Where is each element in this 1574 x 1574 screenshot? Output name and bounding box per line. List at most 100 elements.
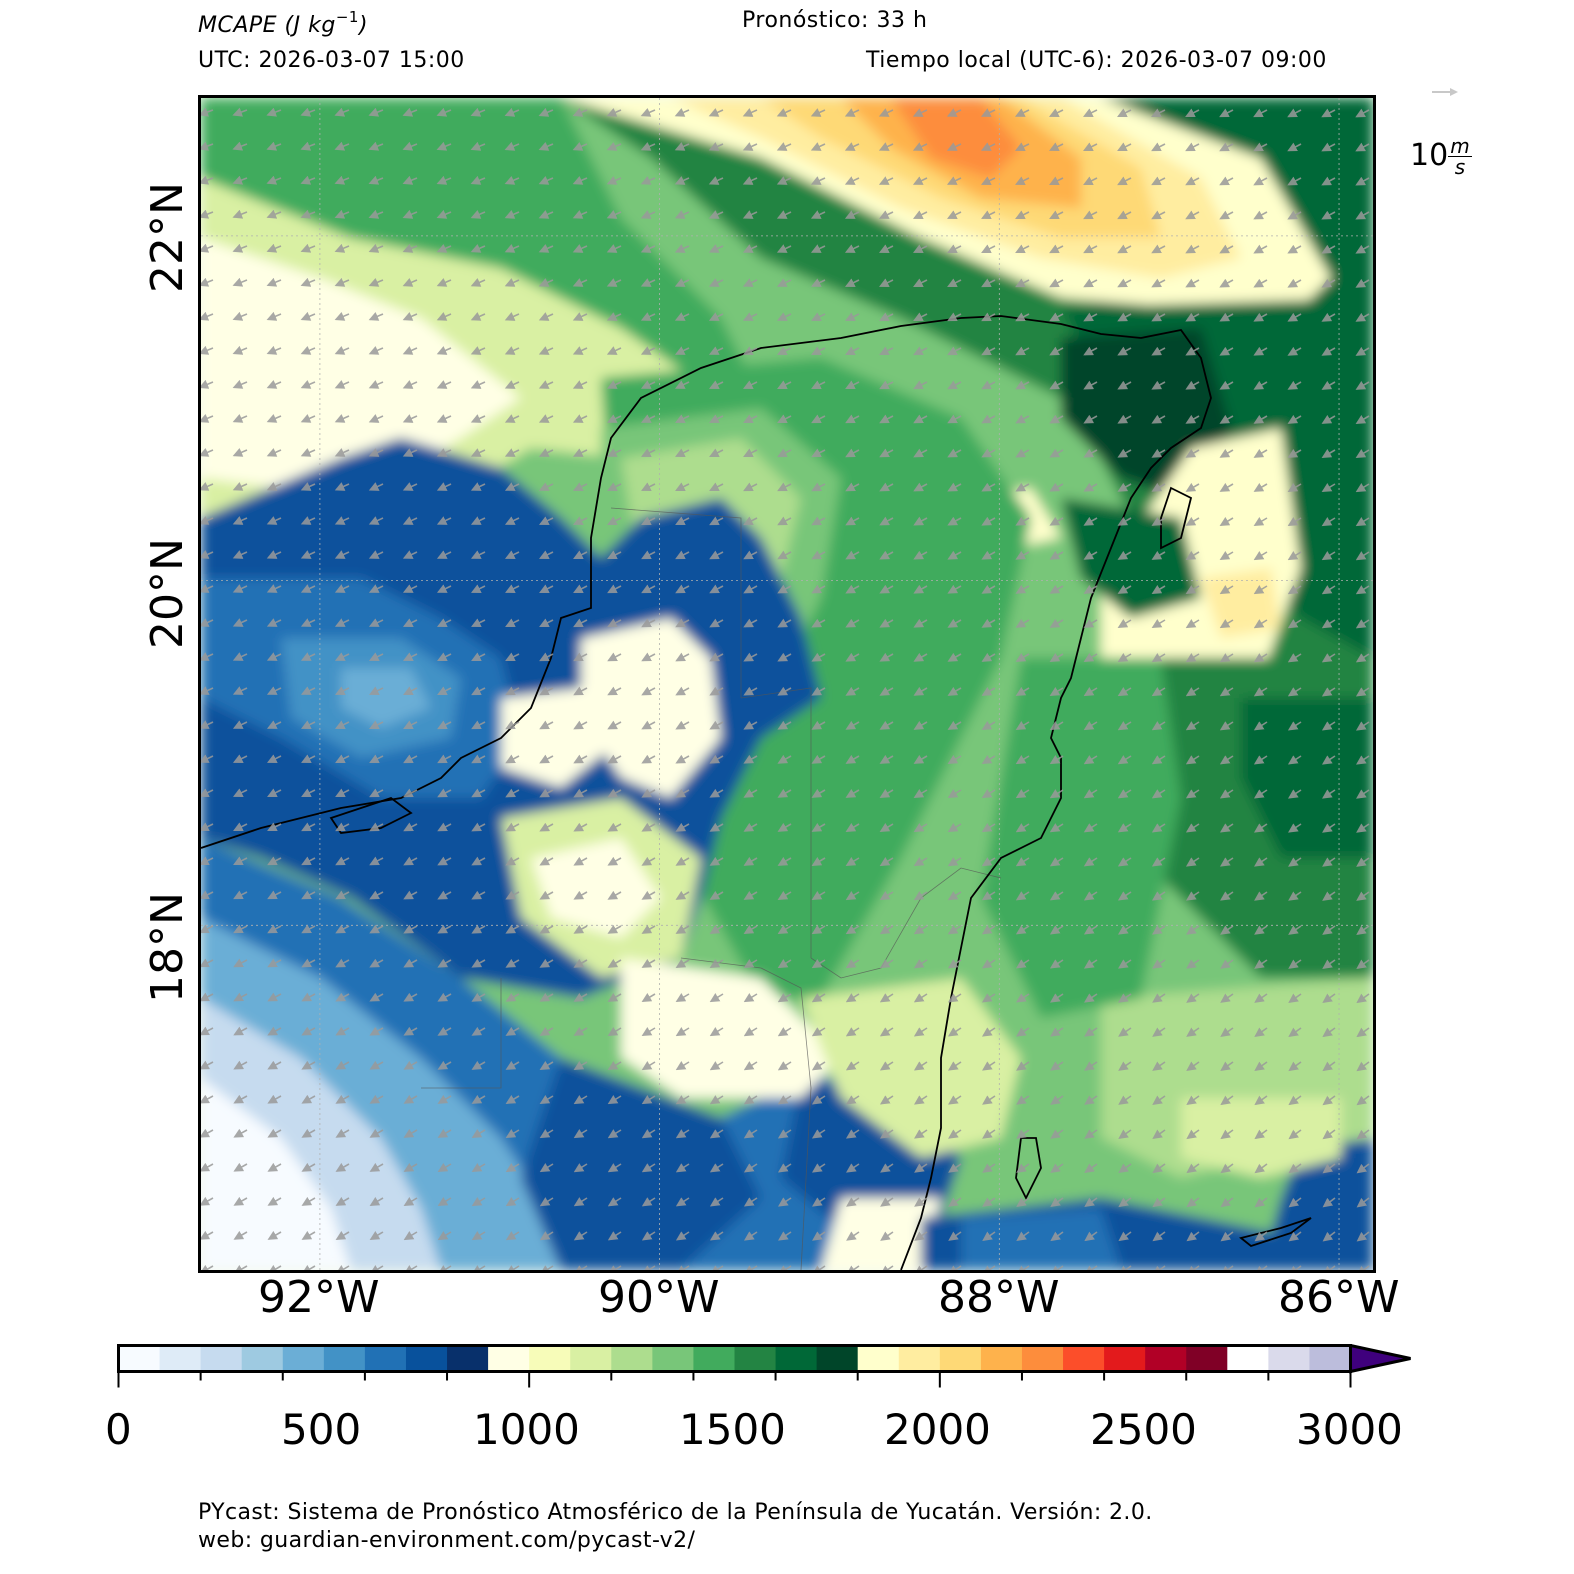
wind-arrow (1117, 380, 1132, 390)
wind-arrow (742, 346, 758, 355)
lon-label-88w: 88°W (938, 1272, 1060, 1323)
wind-arrow (1185, 346, 1200, 356)
wind-arrow (1117, 925, 1132, 935)
colorbar-tick-1000: 1000 (473, 1405, 580, 1454)
wind-arrow (981, 584, 996, 594)
wind-arrow (232, 243, 248, 253)
wind-arrow (1219, 346, 1234, 356)
wind-arrow (981, 380, 996, 390)
wind-arrow (709, 958, 724, 969)
wind-arrow (1253, 346, 1268, 356)
wind-arrow (641, 1061, 656, 1071)
wind-arrow (879, 959, 894, 969)
wind-arrow (539, 788, 554, 798)
wind-arrow (201, 652, 214, 661)
wind-arrow (470, 448, 486, 457)
wind-arrow (878, 210, 894, 219)
wind-arrow (607, 890, 622, 900)
wind-arrow (878, 244, 894, 253)
wind-arrow (233, 788, 248, 797)
wind-arrow (675, 516, 690, 526)
wind-arrow (947, 754, 962, 764)
wind-arrow (1152, 959, 1166, 969)
lat-label-22n: 22°N (141, 182, 193, 293)
wind-arrow (267, 1128, 282, 1138)
wind-arrow (981, 618, 996, 628)
wind-arrow (233, 822, 248, 831)
wind-arrow (879, 414, 894, 424)
wind-arrow (913, 550, 928, 560)
wind-arrow (709, 482, 724, 492)
wind-arrow (1253, 380, 1268, 390)
wind-arrow (1083, 959, 1098, 969)
wind-arrow (913, 516, 928, 526)
wind-arrow (879, 618, 894, 628)
wind-arrow (947, 550, 962, 560)
wind-arrow (437, 686, 452, 696)
wind-arrow (981, 823, 996, 833)
wind-arrow (1151, 789, 1166, 799)
wind-arrow (1356, 993, 1370, 1004)
wind-arrow (810, 108, 826, 117)
wind-arrow (402, 311, 418, 321)
wind-arrow (538, 516, 554, 525)
wind-arrow (1118, 993, 1132, 1003)
wind-arrow (777, 890, 792, 900)
wind-arrow (845, 788, 860, 798)
wind-arrow (913, 618, 928, 628)
wind-arrow (743, 1061, 758, 1071)
wind-arrow (1118, 1027, 1132, 1037)
wind-arrow (1083, 686, 1098, 697)
lat-label-18n: 18°N (141, 892, 193, 1003)
wind-arrow (368, 277, 384, 287)
footer-web: web: guardian-environment.com/pycast-v2/ (198, 1528, 696, 1553)
wind-arrow (368, 107, 384, 117)
wind-arrow (675, 890, 690, 900)
wind-arrow (402, 175, 418, 185)
wind-arrow (1152, 1061, 1166, 1071)
wind-arrow (1321, 108, 1336, 118)
wind-arrow (505, 1128, 520, 1139)
wind-arrow (1321, 585, 1336, 595)
wind-arrow (505, 958, 520, 968)
wind-arrow (266, 345, 282, 355)
wind-arrow (1015, 720, 1030, 731)
wind-arrow (539, 1026, 554, 1036)
wind-arrow (572, 244, 588, 253)
wind-arrow (708, 210, 724, 219)
wind-arrow (708, 142, 724, 151)
wind-arrow (403, 958, 418, 968)
wind-arrow (946, 210, 962, 219)
wind-arrow (674, 346, 690, 355)
wind-arrow (1151, 142, 1166, 152)
wind-arrow (335, 1026, 350, 1036)
wind-arrow (1083, 414, 1098, 424)
wind-arrow (981, 210, 996, 219)
wind-arrow (913, 959, 928, 969)
wind-arrow (674, 142, 690, 151)
colorbar-cell (939, 1345, 982, 1372)
wind-arrow (1151, 857, 1166, 867)
wind-arrow (1050, 1061, 1064, 1071)
wind-arrow (437, 754, 452, 764)
wind-arrow (436, 414, 452, 423)
wind-arrow (266, 413, 282, 423)
wind-arrow (369, 992, 384, 1002)
wind-arrow (232, 652, 248, 661)
wind-arrow (1083, 516, 1098, 526)
wind-arrow (606, 482, 622, 491)
wind-arrow (709, 924, 724, 934)
wind-arrow (232, 379, 248, 389)
wind-arrow (539, 1094, 554, 1105)
wind-arrow (573, 516, 588, 525)
wind-arrow (1049, 823, 1064, 833)
wind-arrow (201, 107, 214, 117)
wind-arrow (301, 1060, 316, 1070)
wind-arrow (573, 1094, 588, 1105)
wind-arrow (334, 584, 350, 593)
wind-arrow (1015, 414, 1030, 424)
wind-arrow (675, 686, 690, 696)
wind-arrow (1015, 959, 1030, 969)
colorbar-cell (570, 1345, 612, 1372)
wind-arrow (1084, 993, 1098, 1003)
